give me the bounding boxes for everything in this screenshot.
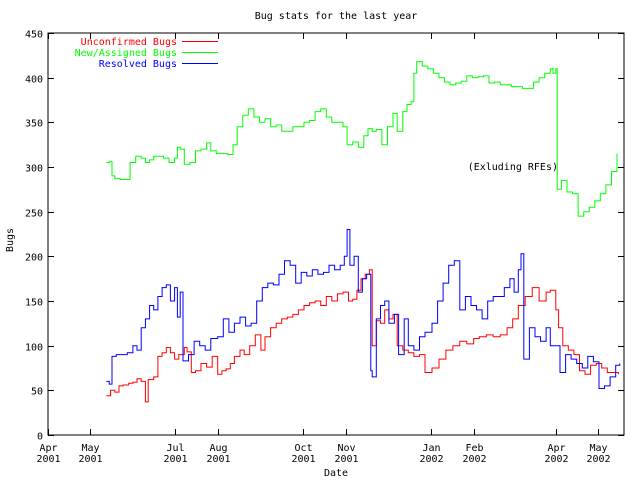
x-tick-label-month: Feb: [465, 443, 483, 454]
plot-frame: [47, 32, 625, 436]
series-line-2: [106, 229, 621, 389]
x-tick-label-month: Apr: [39, 443, 57, 454]
x-tick-label-year: 2001: [291, 454, 315, 465]
x-tick-label-month: May: [589, 443, 607, 454]
series-line-1: [106, 61, 618, 217]
x-tick-label-month: Nov: [337, 443, 355, 454]
y-axis-label: Bugs: [5, 228, 16, 252]
x-tick-label-year: 2001: [206, 454, 230, 465]
x-tick-label-month: Aug: [209, 443, 227, 454]
x-tick-label-month: Apr: [547, 443, 565, 454]
x-tick-label-year: 2002: [586, 454, 610, 465]
x-tick-label-year: 2001: [36, 454, 60, 465]
x-tick-label-month: Oct: [294, 443, 312, 454]
x-tick-label-year: 2001: [334, 454, 358, 465]
y-tick-label: 200: [25, 253, 43, 264]
x-tick-label-month: Jul: [166, 443, 184, 454]
y-tick-label: 0: [37, 432, 43, 443]
chart-title: Bug stats for the last year: [255, 11, 418, 22]
x-tick-label-year: 2002: [544, 454, 568, 465]
x-tick-label-month: Jan: [422, 443, 440, 454]
x-tick-label-year: 2001: [78, 454, 102, 465]
x-tick-label-year: 2002: [462, 454, 486, 465]
legend-label: New/Assigned Bugs: [75, 48, 177, 59]
y-tick-label: 400: [25, 75, 43, 86]
series-line-0: [106, 269, 619, 403]
series-lines: [106, 61, 621, 403]
x-tick-label-year: 2001: [163, 454, 187, 465]
y-tick-label: 150: [25, 298, 43, 309]
y-tick-label: 300: [25, 164, 43, 175]
x-axis: Apr2001May2001Jul2001Aug2001Oct2001Nov20…: [36, 33, 611, 465]
y-tick-label: 350: [25, 119, 43, 130]
legend-label: Resolved Bugs: [99, 59, 177, 70]
legend-label: Unconfirmed Bugs: [81, 37, 177, 48]
x-axis-label: Date: [324, 468, 348, 479]
y-tick-label: 450: [25, 30, 43, 41]
rfe-annotation: (Exluding RFEs): [468, 162, 558, 173]
x-tick-label-year: 2002: [419, 454, 443, 465]
y-tick-label: 100: [25, 343, 43, 354]
y-tick-label: 50: [31, 387, 43, 398]
y-axis: 0 50 100 150 200 250 300 350 400 450: [25, 30, 624, 443]
y-tick-label: 250: [25, 209, 43, 220]
x-tick-label-month: May: [81, 443, 99, 454]
